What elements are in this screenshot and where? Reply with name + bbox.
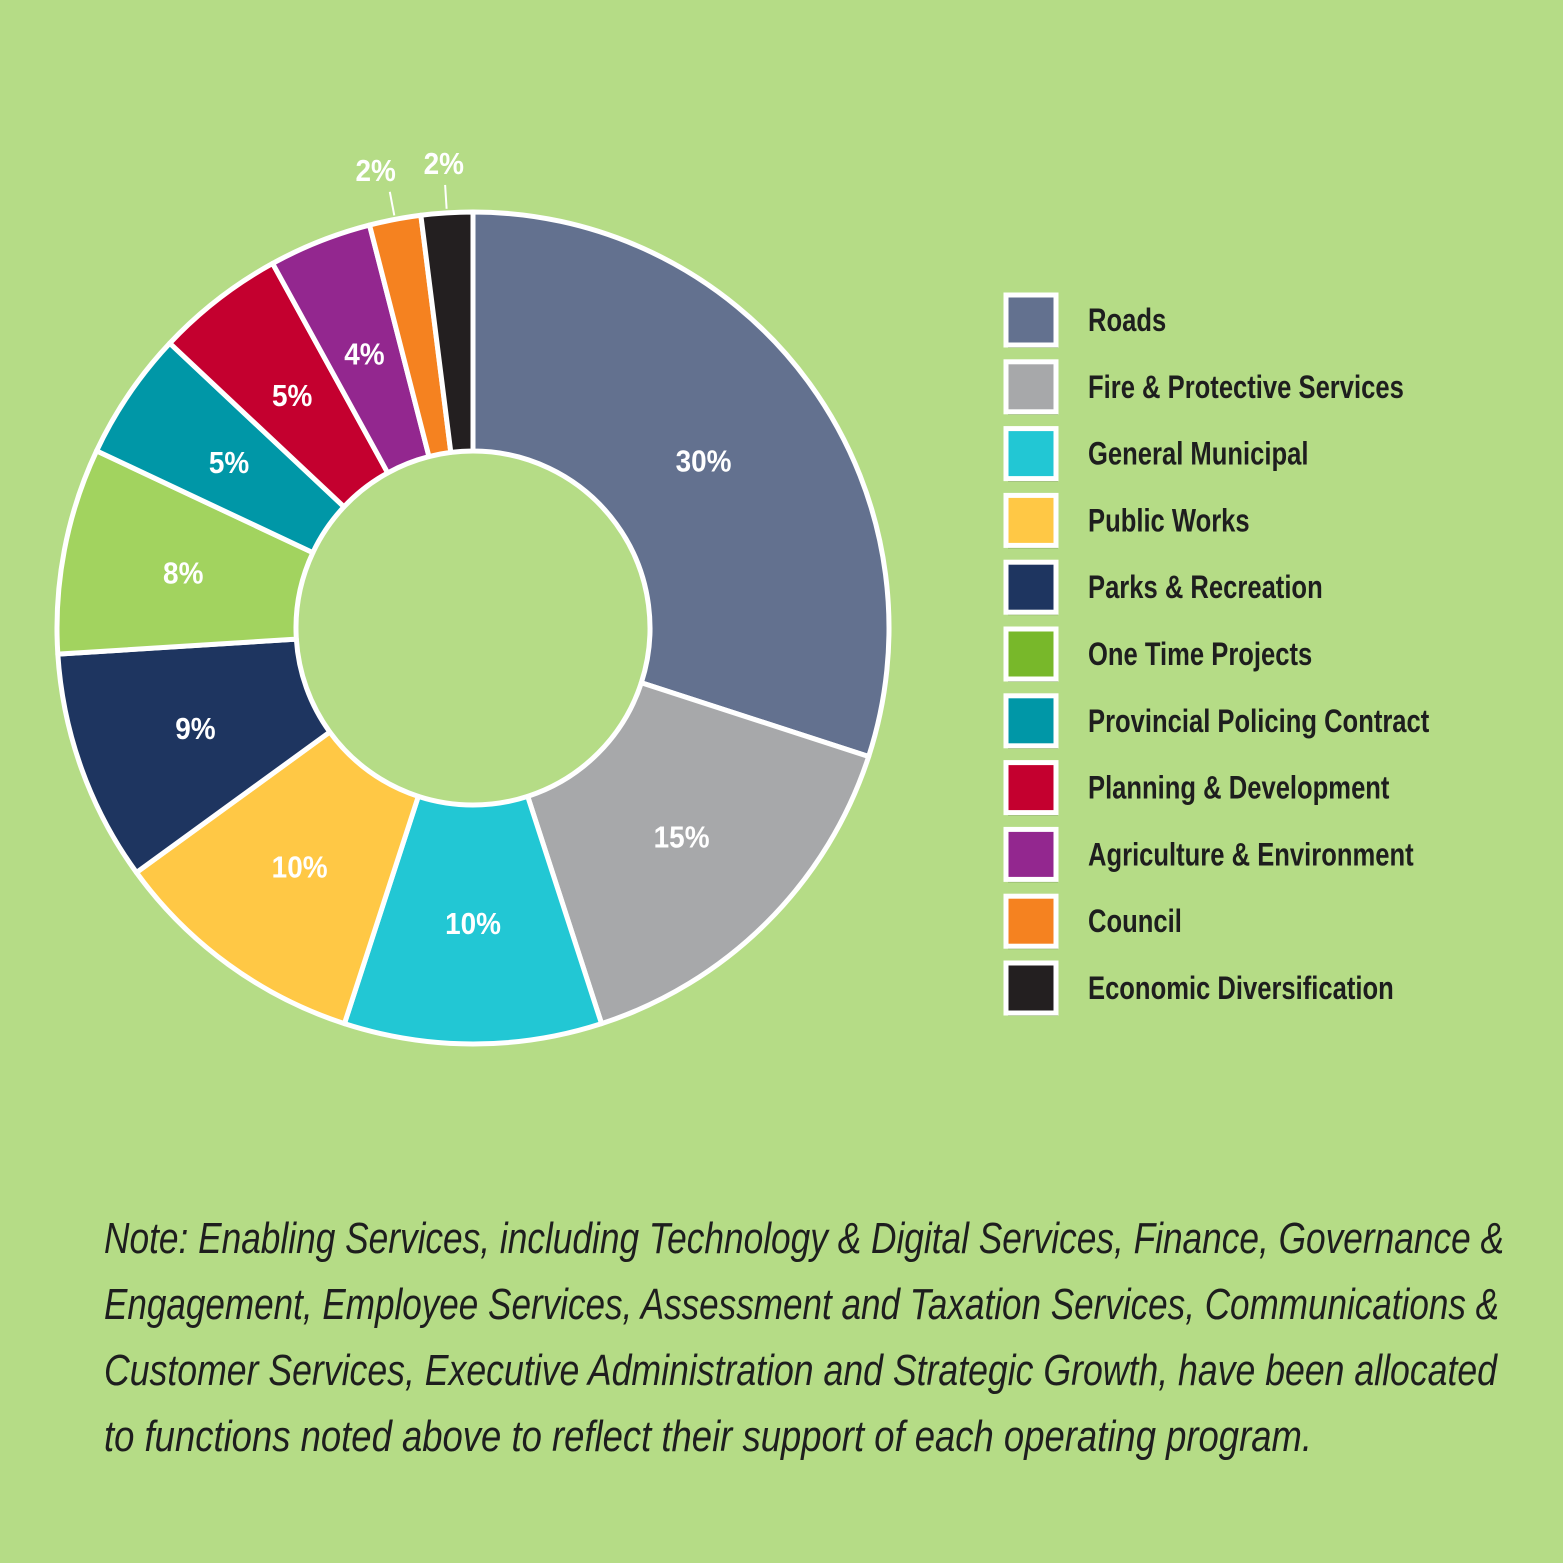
data-label: 30% bbox=[676, 444, 732, 479]
note-line: Engagement, Employee Services, Assessmen… bbox=[104, 1280, 1499, 1329]
slice-1 bbox=[525, 680, 872, 1027]
data-label: 10% bbox=[272, 850, 328, 885]
legend-swatch bbox=[1003, 760, 1059, 816]
data-label: 2% bbox=[424, 147, 464, 182]
legend-swatch bbox=[1003, 426, 1059, 482]
legend-swatch bbox=[1003, 292, 1059, 348]
data-label: 2% bbox=[356, 154, 396, 189]
legend-label: Provincial Policing Contract bbox=[1088, 704, 1430, 739]
data-label: 10% bbox=[445, 907, 501, 942]
data-label: 8% bbox=[163, 556, 203, 591]
legend-swatch bbox=[1003, 626, 1059, 682]
legend-swatch bbox=[1003, 492, 1059, 548]
legend-swatch bbox=[1003, 559, 1059, 615]
data-label: 9% bbox=[175, 712, 215, 747]
data-label: 4% bbox=[344, 337, 384, 372]
legend-label: Parks & Recreation bbox=[1088, 571, 1323, 606]
slice-2 bbox=[341, 793, 605, 1047]
legend-label: Fire & Protective Services bbox=[1088, 370, 1404, 405]
legend-label: Council bbox=[1088, 905, 1182, 940]
data-label: 5% bbox=[272, 379, 312, 414]
slice-10 bbox=[418, 209, 476, 455]
note-line: Customer Services, Executive Administrat… bbox=[104, 1346, 1498, 1395]
legend-swatch bbox=[1003, 893, 1059, 949]
legend-label: Agriculture & Environment bbox=[1088, 838, 1414, 873]
legend-swatch bbox=[1003, 826, 1059, 882]
data-label: 15% bbox=[654, 820, 710, 855]
slice-0 bbox=[470, 209, 892, 760]
legend-label: Economic Diversification bbox=[1088, 971, 1394, 1006]
legend-swatch bbox=[1003, 960, 1059, 1016]
legend-swatch bbox=[1003, 693, 1059, 749]
legend-swatch bbox=[1003, 359, 1059, 415]
legend-label: Roads bbox=[1088, 303, 1166, 338]
note-line: to functions noted above to reflect thei… bbox=[104, 1412, 1312, 1461]
note-line: Note: Enabling Services, including Techn… bbox=[104, 1214, 1504, 1263]
legend-label: One Time Projects bbox=[1088, 637, 1312, 672]
data-label: 5% bbox=[209, 446, 249, 481]
legend-label: Public Works bbox=[1088, 504, 1250, 539]
legend-label: General Municipal bbox=[1088, 437, 1308, 472]
slice-3 bbox=[133, 729, 421, 1027]
leader-line bbox=[388, 191, 396, 216]
legend-label: Planning & Development bbox=[1088, 771, 1390, 806]
leader-line bbox=[444, 184, 448, 209]
